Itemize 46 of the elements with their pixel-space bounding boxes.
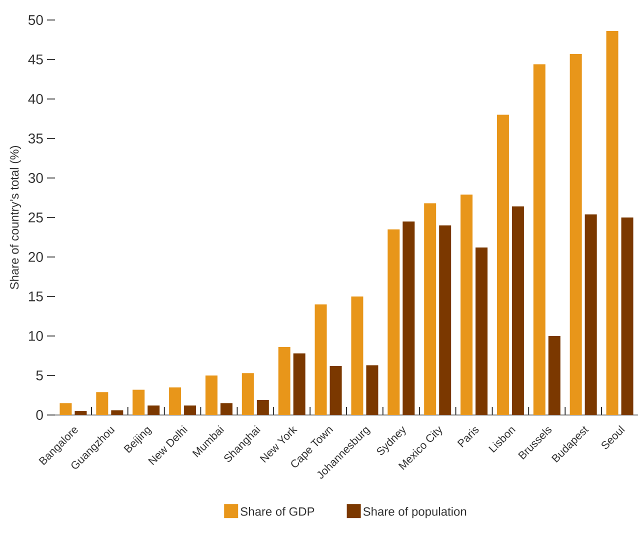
bar bbox=[220, 403, 232, 415]
legend-label: Share of population bbox=[363, 506, 466, 518]
bar bbox=[533, 64, 546, 415]
bar bbox=[293, 353, 306, 415]
bar bbox=[402, 221, 415, 415]
bar bbox=[169, 387, 182, 415]
bar bbox=[256, 400, 269, 415]
bar bbox=[512, 206, 524, 415]
bar bbox=[111, 410, 124, 415]
y-axis-title: Share of country’s total (%) bbox=[10, 146, 22, 290]
bar bbox=[314, 304, 327, 415]
bar bbox=[548, 336, 560, 415]
y-tick-label: 15 bbox=[28, 292, 43, 302]
bar bbox=[96, 392, 108, 415]
bar bbox=[476, 248, 488, 415]
bar bbox=[606, 31, 618, 415]
bar bbox=[330, 366, 342, 415]
legend-label: Share of GDP bbox=[240, 506, 314, 516]
bar bbox=[74, 411, 87, 415]
bar bbox=[205, 375, 218, 415]
y-tick-label: 50 bbox=[28, 15, 43, 25]
bar bbox=[621, 217, 634, 415]
bar bbox=[439, 225, 452, 415]
y-tick-label: 10 bbox=[28, 331, 43, 341]
y-tick-label: 5 bbox=[36, 370, 43, 380]
y-tick-label: 30 bbox=[28, 173, 43, 183]
bar bbox=[460, 194, 473, 415]
bar bbox=[570, 54, 582, 415]
y-tick-label: 40 bbox=[28, 94, 43, 104]
y-tick-label: 0 bbox=[36, 410, 43, 420]
y-tick-label: 25 bbox=[28, 212, 43, 222]
bar bbox=[242, 373, 254, 415]
bar bbox=[132, 390, 145, 415]
bar bbox=[496, 114, 509, 415]
bar bbox=[148, 406, 160, 415]
y-tick-label: 45 bbox=[28, 54, 43, 64]
bar bbox=[184, 406, 196, 415]
y-tick-label: 35 bbox=[28, 134, 43, 144]
bar bbox=[584, 214, 597, 415]
bar bbox=[388, 229, 400, 415]
bar bbox=[278, 347, 290, 415]
bar bbox=[424, 203, 436, 415]
y-tick-label: 20 bbox=[28, 252, 43, 262]
bar bbox=[351, 296, 364, 415]
bar bbox=[60, 403, 72, 415]
bar bbox=[366, 365, 378, 415]
